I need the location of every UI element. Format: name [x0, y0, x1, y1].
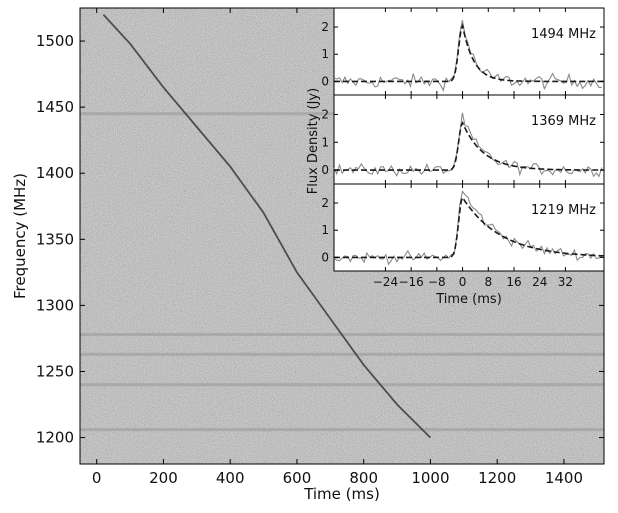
inset-y-tick-label: 2 [321, 107, 329, 121]
y-tick-label: 1200 [36, 429, 74, 447]
inset-y-tick-label: 2 [321, 196, 329, 210]
model-profile [334, 120, 604, 171]
inset-x-tick-label: 16 [506, 275, 521, 289]
x-tick-label: 200 [149, 469, 178, 487]
inset-y-axis-label: Flux Density (Jy) [306, 88, 321, 194]
x-axis-label: Time (ms) [303, 485, 380, 503]
y-tick-label: 1250 [36, 362, 74, 380]
dispersion-sweep [102, 13, 432, 439]
inset-y-tick-label: 0 [321, 74, 329, 88]
x-tick-label: 1200 [478, 469, 516, 487]
inset-x-tick-label: −24 [373, 275, 398, 289]
model-profile [334, 195, 605, 259]
y-axis-label: Frequency (MHz) [11, 173, 29, 299]
masked-channel [80, 352, 604, 356]
inset-x-tick-label: 8 [484, 275, 492, 289]
y-tick-label: 1350 [36, 230, 74, 248]
masked-channel [80, 428, 604, 432]
inset-panel: 0 1 2 1369 MHz [321, 94, 605, 185]
inset-x-tick-label: 0 [459, 275, 467, 289]
inset-x-axis-label: Time (ms) [435, 292, 502, 307]
x-tick-label: 800 [349, 469, 378, 487]
inset-x-tick-label: −8 [428, 275, 446, 289]
inset-frequency-label: 1369 MHz [531, 114, 596, 129]
y-tick-label: 1500 [36, 32, 74, 50]
x-tick-label: 1400 [545, 469, 583, 487]
x-ticks: 0 200 400 600 800 1000 1200 1400 [92, 8, 583, 487]
x-tick-label: 600 [283, 469, 312, 487]
inset-y-tick-label: 1 [321, 223, 329, 237]
y-tick-label: 1400 [36, 164, 74, 182]
observed-profile [333, 20, 602, 92]
inset-frequency-label: 1219 MHz [531, 203, 596, 218]
x-tick-label: 0 [92, 469, 102, 487]
inset-y-tick-label: 0 [321, 250, 329, 264]
inset-x-tick-label: 24 [532, 275, 547, 289]
x-tick-label: 400 [216, 469, 245, 487]
inset-y-tick-label: 1 [321, 135, 329, 149]
inset-y-tick-label: 0 [321, 163, 329, 177]
inset-y-tick-label: 1 [321, 47, 329, 61]
inset-panel: 0 1 2 1494 MHz [321, 7, 605, 96]
y-tick-label: 1450 [36, 98, 74, 116]
x-tick-label: 1000 [411, 469, 449, 487]
inset-x-ticks: −24 −16 −8 0 8 16 24 32 [373, 275, 573, 289]
model-profile [334, 23, 604, 83]
masked-channel [80, 383, 604, 387]
inset-x-tick-label: 32 [558, 275, 573, 289]
y-tick-label: 1300 [36, 296, 74, 314]
inset-y-tick-label: 2 [321, 20, 329, 34]
inset-profiles: 0 1 2 1494 MHz 0 1 2 1369 MHz 0 1 2 1219 MHz −24 −16… [306, 7, 605, 307]
inset-frequency-label: 1494 MHz [531, 27, 596, 42]
inset-panel: 0 1 2 1219 MHz [321, 183, 605, 272]
inset-x-tick-label: −16 [398, 275, 423, 289]
